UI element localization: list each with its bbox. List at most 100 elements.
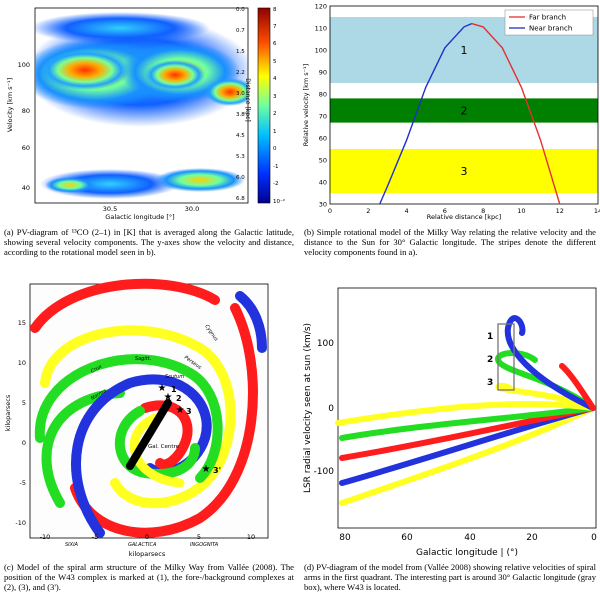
ytick: 110 (315, 25, 327, 33)
cbar-tick: -1 (273, 164, 278, 170)
ytick: 120 (315, 3, 327, 11)
panel-a: 100 80 60 40 Velocity [km s⁻¹] 30.5 30.0… (0, 0, 300, 225)
arm-label-crux: Crux (90, 364, 103, 375)
arm-green-lower (41, 388, 125, 508)
ytick: 80 (22, 107, 30, 115)
legend-far: Far branch (529, 14, 566, 22)
panel-b-ylabel: Relative velocity [km s⁻¹] (302, 64, 310, 146)
panel-a-xlabel: Galactic longitude [°] (105, 213, 174, 221)
pv-marker-3: 3 (487, 378, 493, 388)
cbar-tick: 1 (273, 129, 277, 135)
dist-tick: 3.8 (236, 112, 245, 118)
panel-b: 123 0246810121430405060708090100110120 R… (300, 0, 600, 225)
velocity-band (330, 98, 598, 123)
xtick: 0 (591, 533, 597, 543)
galactic-bar (126, 399, 172, 470)
marker-label-2: 2 (176, 394, 182, 403)
xtick: 4 (405, 207, 409, 215)
panel-d-ylabel: LSR radial velocity seen at sun (km/s) (303, 323, 313, 493)
series-line (379, 22, 472, 205)
cbar-tick: 10⁻² (273, 198, 285, 205)
xtick: 10 (247, 533, 255, 541)
curve-yellow (335, 400, 596, 426)
pv-curves (335, 315, 596, 506)
ytick: 10 (18, 359, 26, 367)
xtick: 60 (401, 533, 413, 543)
arm-label-scutum: Scutum (165, 374, 184, 380)
xtick: 0 (145, 533, 149, 541)
xtick: 40 (464, 533, 476, 543)
ytick: 100 (18, 61, 30, 69)
legend: Far branch Near branch (504, 9, 594, 36)
colorbar (257, 7, 271, 204)
pv-marker-1: 1 (487, 332, 493, 342)
plot-frame (329, 5, 599, 205)
caption-a: (a) PV-diagram of ¹³CO (2–1) in [K] that… (4, 227, 294, 258)
curve-yellow-lower (339, 405, 596, 506)
ytick: -5 (20, 479, 26, 487)
xtick: 6 (443, 207, 447, 215)
marker-3p: ★ (202, 464, 211, 475)
xtick: 12 (556, 207, 564, 215)
ytick: 80 (319, 91, 327, 99)
spiral-arms (30, 278, 267, 538)
cbar-tick: 5 (273, 59, 277, 65)
arm-yellow (40, 325, 236, 509)
dist-tick: 4.5 (236, 133, 245, 139)
ytick: 40 (319, 179, 327, 187)
cbar-tick: 3 (273, 94, 277, 100)
caption-d: (d) PV-diagram of the model from (Vallée… (304, 562, 596, 593)
series-line (471, 22, 561, 205)
gal-centre-label: Gal. Centre (148, 444, 180, 450)
ytick: 90 (319, 69, 327, 77)
xtick: 30.5 (103, 205, 117, 213)
cbar-tick: 4 (273, 76, 277, 82)
dist-tick: 6.8 (236, 196, 245, 202)
xtick: 10 (517, 207, 525, 215)
cbar-tick: 0 (273, 146, 277, 152)
curve-blue-loop (504, 315, 596, 411)
ytick: 5 (22, 399, 26, 407)
band-label: 1 (461, 44, 468, 57)
panel-c-ylabel: kiloparsecs (4, 394, 12, 431)
ytick: 60 (319, 135, 327, 143)
panel-c-figure: ★ ★ ★ ★ 1 2 3 3' Cygnus Perseus Sagitt. … (4, 278, 269, 558)
panel-a-yticks: 100 80 60 40 (18, 61, 30, 192)
panel-c: ★ ★ ★ ★ 1 2 3 3' Cygnus Perseus Sagitt. … (0, 278, 300, 560)
ytick: 100 (317, 339, 334, 349)
ytick: 40 (22, 184, 30, 192)
panel-c-xlabel: kiloparsecs (129, 550, 166, 558)
xtick: 20 (526, 533, 538, 543)
xtick: 14 (594, 207, 600, 215)
pv-marker-2: 2 (487, 355, 493, 365)
ytick: -100 (314, 467, 335, 477)
xtick: 30.0 (185, 205, 199, 213)
xtick: -5 (92, 533, 98, 541)
bottom-label: INGOGNITA (190, 542, 219, 548)
cbar-tick: -2 (273, 181, 278, 187)
arm-label-sagitt: Sagitt. (135, 356, 151, 362)
pv-map (35, 12, 248, 199)
colorbar-ticks: 8 7 6 5 4 3 2 1 0 -1 -2 10⁻² (273, 7, 285, 205)
ytick: 60 (22, 144, 30, 152)
panel-b-xlabel: Relative distance [kpc] (427, 213, 501, 221)
band-label: 2 (461, 105, 468, 118)
ytick: 30 (319, 201, 327, 209)
velocity-band (330, 149, 598, 193)
xtick: 8 (481, 207, 485, 215)
panel-d-figure: 1 2 3 100 0 -100 LSR radial velocity see… (303, 287, 597, 558)
cbar-tick: 2 (273, 111, 277, 117)
marker-w43: ★ (158, 383, 167, 394)
dist-tick: 2.2 (236, 70, 245, 76)
panel-a-ylabel: Velocity [km s⁻¹] (6, 78, 14, 132)
marker-label-3p: 3' (213, 466, 221, 475)
ytick: -10 (15, 519, 26, 527)
panel-b-chart: 123 0246810121430405060708090100110120 R… (302, 3, 600, 222)
dist-tick: 1.5 (236, 49, 245, 55)
distance-label: Distance [kpc] (244, 78, 251, 121)
arm-red-outer (70, 303, 258, 538)
marker-3: ★ (176, 405, 185, 416)
caption-b: (b) Simple rotational model of the Milky… (304, 227, 596, 258)
xtick: 5 (197, 533, 201, 541)
caption-c: (c) Model of the spiral arm structure of… (4, 562, 294, 593)
